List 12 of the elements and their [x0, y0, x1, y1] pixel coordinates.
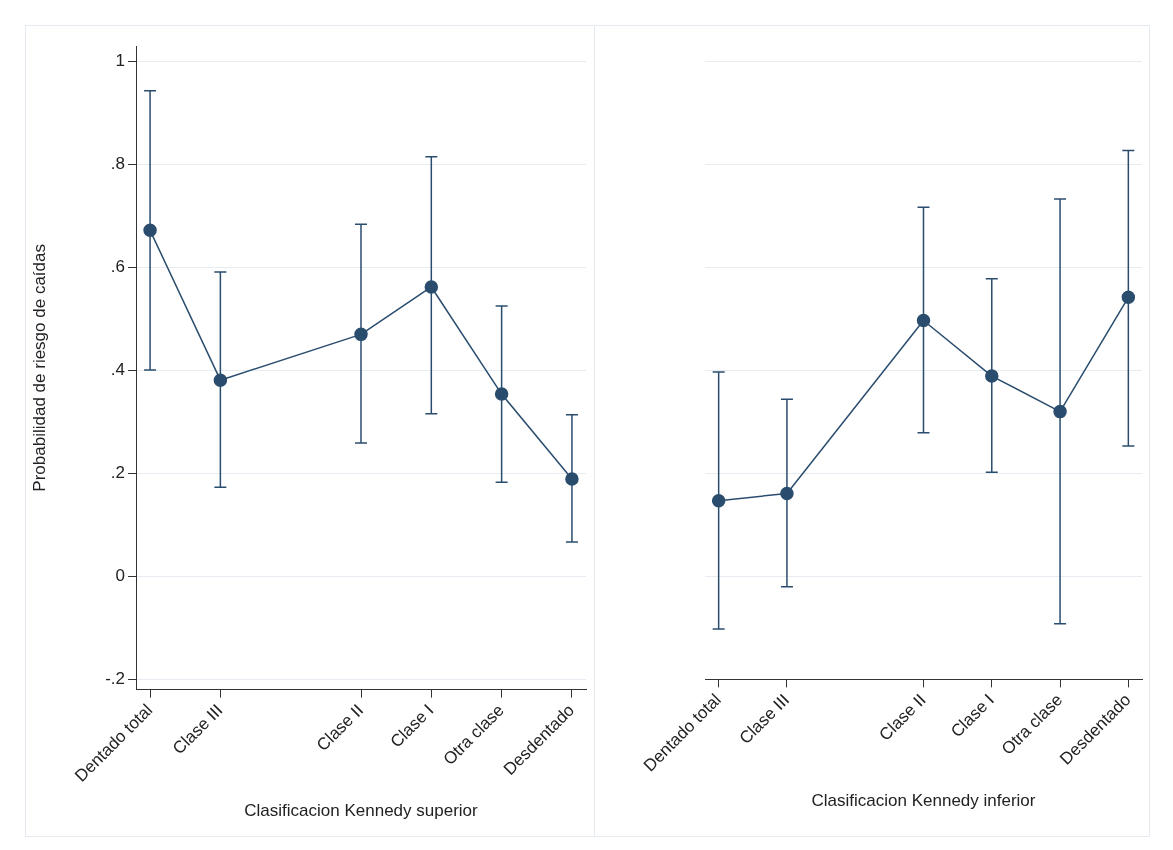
y-axis-title: Probabilidad de riesgo de caídas: [29, 244, 49, 492]
x-axis-title: Clasificacion Kennedy inferior: [811, 791, 1036, 811]
y-tick-label: .2: [110, 463, 125, 483]
point: [711, 493, 726, 508]
y-tick-label: 0: [115, 566, 125, 586]
y-tick-label: .4: [110, 360, 125, 380]
point: [916, 313, 931, 328]
y-tick-label: .8: [110, 154, 125, 174]
y-tick-label: 1: [115, 51, 125, 71]
y-tick-label: .6: [110, 257, 125, 277]
y-tick-label: -.2: [105, 669, 125, 689]
x-axis-title: Clasificacion Kennedy superior: [244, 801, 479, 821]
